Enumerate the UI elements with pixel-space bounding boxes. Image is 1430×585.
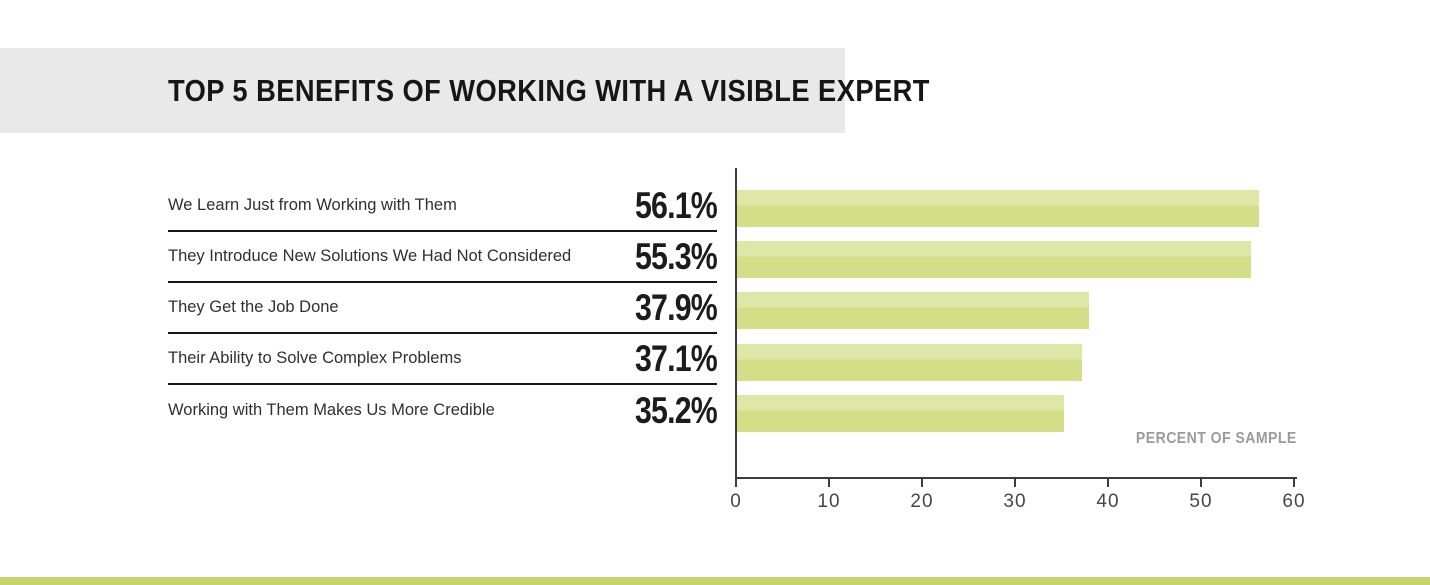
- x-tick: [1200, 479, 1202, 487]
- x-axis-label: PERCENT OF SAMPLE: [1136, 430, 1297, 447]
- value-label: 37.9%: [635, 286, 718, 328]
- x-tick: [735, 479, 737, 487]
- x-tick: [1014, 479, 1016, 487]
- value-label: 35.2%: [635, 389, 718, 431]
- plot-area: 0 10 20 30 40 50 60 PERCENT OF SAMPLE: [730, 168, 1305, 538]
- category-rows: We Learn Just from Working with Them 56.1…: [168, 181, 718, 436]
- value-label: 56.1%: [635, 184, 718, 226]
- x-tick-label: 40: [1096, 491, 1120, 512]
- bar: [737, 344, 1082, 381]
- category-label: They Introduce New Solutions We Had Not …: [168, 247, 572, 265]
- x-tick: [921, 479, 923, 487]
- category-label: They Get the Job Done: [168, 298, 339, 316]
- x-tick: [1107, 479, 1109, 487]
- x-tick-label: 20: [910, 491, 934, 512]
- bar: [737, 395, 1064, 432]
- bar: [737, 241, 1251, 278]
- category-label: Their Ability to Solve Complex Problems: [168, 349, 462, 367]
- x-tick-label: 60: [1282, 491, 1306, 512]
- bottom-accent-strip: [0, 577, 1430, 585]
- x-tick-label: 10: [817, 491, 841, 512]
- value-label: 37.1%: [635, 337, 718, 379]
- y-axis-line: [735, 168, 737, 479]
- chart-row: We Learn Just from Working with Them 56.1…: [168, 181, 718, 232]
- x-axis-line: [735, 477, 1297, 479]
- x-tick: [828, 479, 830, 487]
- category-label: Working with Them Makes Us More Credible: [168, 401, 495, 419]
- chart-row: Their Ability to Solve Complex Problems 3…: [168, 334, 718, 385]
- title-banner: [0, 48, 845, 133]
- bar: [737, 190, 1259, 227]
- chart-row: They Introduce New Solutions We Had Not …: [168, 232, 718, 283]
- value-label: 55.3%: [635, 235, 718, 277]
- bar: [737, 292, 1089, 329]
- chart-row: They Get the Job Done 37.9%: [168, 283, 718, 334]
- category-label: We Learn Just from Working with Them: [168, 196, 457, 214]
- x-tick-label: 50: [1189, 491, 1213, 512]
- chart-title: TOP 5 BENEFITS OF WORKING WITH A VISIBLE…: [168, 72, 930, 108]
- x-tick-label: 0: [730, 491, 742, 512]
- x-tick: [1293, 479, 1295, 487]
- chart-row: Working with Them Makes Us More Credible…: [168, 385, 718, 436]
- x-tick-label: 30: [1003, 491, 1027, 512]
